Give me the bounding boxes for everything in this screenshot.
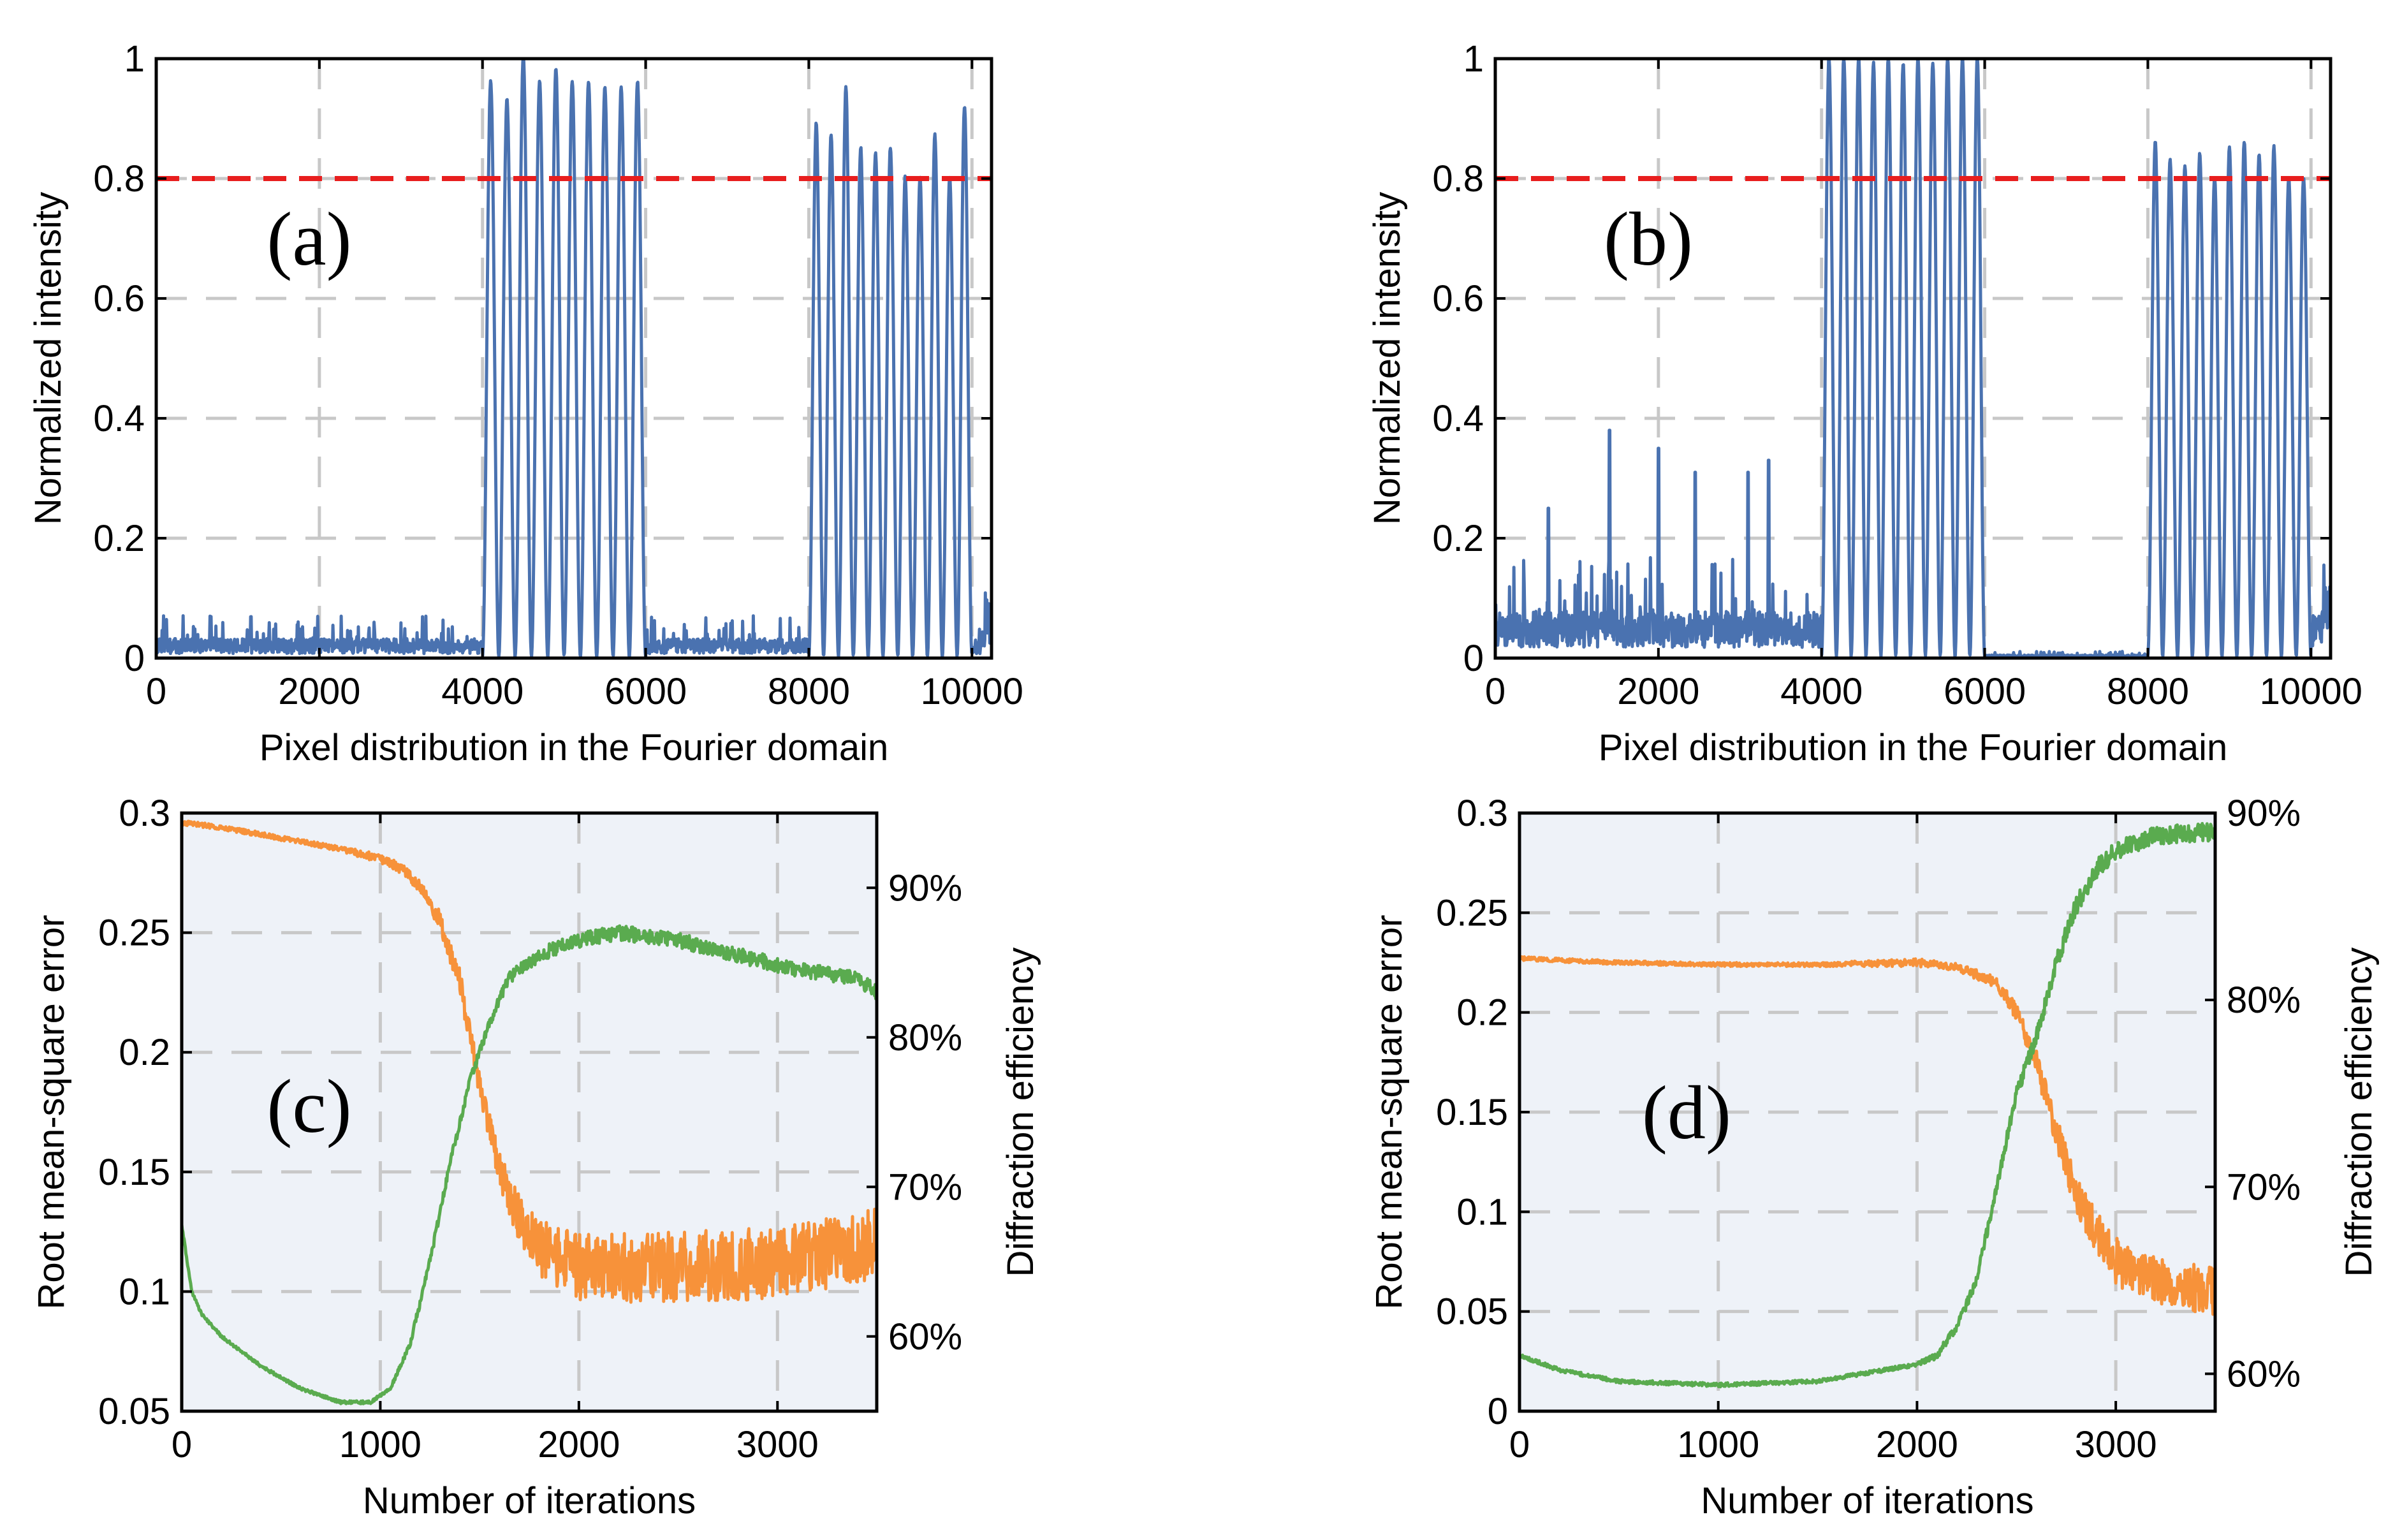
y-tick-label: 0 [1488, 1391, 1508, 1432]
panel-label: (b) [1604, 196, 1693, 281]
y-tick-label: 0.2 [119, 1032, 170, 1073]
y-tick-label: 1 [124, 38, 145, 80]
x-tick-label: 1000 [339, 1424, 421, 1465]
y-tick-label: 0.3 [1456, 793, 1508, 834]
y-tick-label: 1 [1463, 38, 1484, 80]
y-tick-label: 0 [1463, 638, 1484, 679]
x-tick-label: 0 [1509, 1424, 1530, 1465]
y-tick-label: 0 [124, 638, 145, 679]
x-axis-title: Number of iterations [363, 1480, 696, 1522]
x-axis-title: Pixel distribution in the Fourier domain [1599, 727, 2227, 768]
y2-tick-label: 80% [2227, 979, 2301, 1021]
panel-a: 0 2000 4000 6000 8000 10000 0 0.2 0.4 0.6 0.8 1 Pixe… [27, 38, 1023, 768]
grid [1520, 813, 2215, 1411]
series-rmse [1520, 955, 2215, 1316]
y2-axis-title: Diffraction efficiency [2338, 948, 2380, 1277]
y-tick-label: 0.05 [98, 1391, 170, 1432]
y-tick-label: 0.2 [93, 518, 145, 559]
x-tick-label: 6000 [1944, 671, 2026, 712]
y-tick-label: 0.2 [1456, 992, 1508, 1034]
panel-label: (c) [267, 1064, 351, 1148]
plot-frame [180, 811, 879, 1413]
y2-tick-label: 60% [888, 1316, 962, 1358]
y2-axis-title: Diffraction efficiency [1000, 948, 1041, 1277]
y-tick-label: 0.6 [1432, 278, 1484, 319]
panel-d: 0 1000 2000 3000 0 0.05 0.1 0.15 0.2 0.25 0.3 60% 70… [1368, 793, 2380, 1522]
y-tick-label: 0.1 [1456, 1191, 1508, 1233]
x-tick-label: 2000 [538, 1424, 620, 1465]
y2-tick-label: 80% [888, 1017, 962, 1059]
y2-tick-label: 90% [888, 867, 962, 909]
x-tick-label: 6000 [604, 671, 687, 712]
y-axis-title: Root mean-square error [1368, 915, 1410, 1310]
y2-tick-label: 70% [2227, 1166, 2301, 1208]
x-tick-label: 0 [1485, 671, 1505, 712]
y-tick-label: 0.3 [119, 793, 170, 834]
y2-tick-label: 60% [2227, 1353, 2301, 1395]
x-tick-label: 8000 [2107, 671, 2189, 712]
y-tick-label: 0.8 [93, 158, 145, 200]
panel-label: (a) [267, 196, 351, 281]
x-tick-label: 4000 [1780, 671, 1863, 712]
plot-data [182, 819, 877, 1405]
panel-b: 0 2000 4000 6000 8000 10000 0 0.2 0.4 0.6 0.8 1 Pixe… [1366, 38, 2362, 768]
x-tick-label: 4000 [441, 671, 524, 712]
plot-data [156, 59, 992, 658]
y2-tick-label: 70% [888, 1166, 962, 1208]
x-tick-label: 3000 [736, 1424, 819, 1465]
plot-data [1520, 822, 2215, 1389]
x-tick-label: 2000 [278, 671, 360, 712]
y-tick-label: 0.25 [1436, 892, 1508, 934]
plot-background [182, 813, 877, 1411]
series-intensity [156, 59, 992, 658]
x-tick-label: 10000 [2260, 671, 2362, 712]
plot-frame [1493, 57, 2332, 660]
series-intensity [1495, 59, 2331, 658]
x-tick-label: 8000 [768, 671, 850, 712]
y-tick-label: 0.6 [93, 278, 145, 319]
panel-label: (d) [1642, 1070, 1731, 1155]
x-tick-label: 0 [172, 1424, 192, 1465]
x-axis-title: Pixel distribution in the Fourier domain [260, 727, 888, 768]
y-axis-title: Normalized intensity [1366, 192, 1408, 525]
x-tick-label: 3000 [2075, 1424, 2157, 1465]
series-rmse [182, 819, 877, 1304]
plot-data [1495, 59, 2331, 658]
y-tick-label: 0.2 [1432, 518, 1484, 559]
y-tick-label: 0.4 [93, 398, 145, 439]
x-tick-label: 0 [146, 671, 166, 712]
panel-c: 0 1000 2000 3000 0.05 0.1 0.15 0.2 0.25 0.3 60% 70%… [31, 793, 1041, 1522]
x-tick-label: 10000 [921, 671, 1023, 712]
x-tick-label: 1000 [1677, 1424, 1759, 1465]
y-tick-label: 0.25 [98, 913, 170, 954]
y-axis-title: Normalized intensity [27, 192, 69, 525]
x-tick-label: 2000 [1876, 1424, 1958, 1465]
y-tick-label: 0.8 [1432, 158, 1484, 200]
y-tick-label: 0.15 [98, 1152, 170, 1193]
y-tick-label: 0.1 [119, 1271, 170, 1312]
x-tick-label: 2000 [1617, 671, 1699, 712]
series-efficiency [1520, 822, 2215, 1389]
y-tick-label: 0.05 [1436, 1291, 1508, 1333]
grid [182, 813, 877, 1411]
x-axis-title: Number of iterations [1701, 1480, 2033, 1522]
y-tick-label: 0.4 [1432, 398, 1484, 439]
y-axis-title: Root mean-square error [31, 915, 72, 1310]
series-efficiency [182, 924, 877, 1405]
plot-frame [154, 57, 993, 660]
y-tick-label: 0.15 [1436, 1092, 1508, 1133]
y2-tick-label: 90% [2227, 793, 2301, 834]
